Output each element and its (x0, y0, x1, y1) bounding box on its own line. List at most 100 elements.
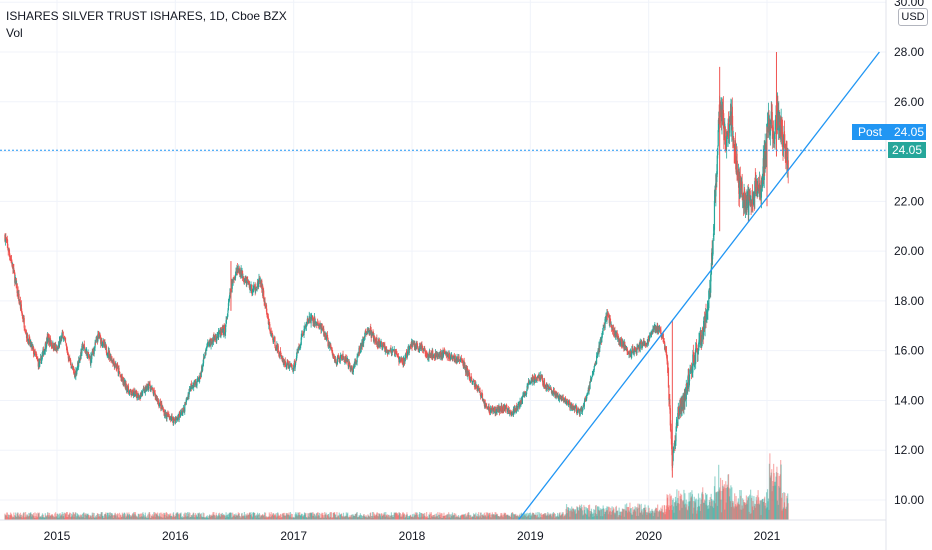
volume-bar (606, 510, 609, 520)
candle-body (534, 377, 537, 381)
volume-bar (62, 514, 64, 520)
candle-body (17, 290, 19, 299)
volume-bar (783, 502, 786, 520)
candle-body (582, 406, 584, 410)
candle-body (673, 445, 675, 448)
volume-bar (418, 514, 420, 520)
volume-bar (750, 489, 752, 520)
candle-body (40, 358, 43, 364)
volume-bar (204, 517, 206, 520)
candle-body (495, 408, 497, 413)
volume-bar (765, 508, 767, 520)
volume-bar (59, 513, 61, 520)
candle-body (432, 355, 434, 357)
volume-bar (336, 512, 338, 520)
volume-bar (306, 517, 308, 520)
volume-bar (563, 517, 565, 520)
volume-bar (512, 517, 514, 520)
volume-bar (203, 517, 206, 520)
volume-bar (640, 512, 642, 520)
volume-bar (316, 516, 318, 520)
volume-bar (34, 517, 37, 520)
volume-bar (683, 489, 685, 520)
volume-bar (429, 512, 431, 520)
volume-bar (280, 514, 282, 520)
candle-body (758, 188, 760, 191)
candle-body (473, 380, 475, 382)
candle-body (299, 345, 301, 349)
volume-bar (145, 517, 147, 520)
volume-bar (265, 516, 267, 520)
candle-body (156, 399, 159, 402)
volume-bar (537, 512, 539, 520)
volume-bar (134, 512, 137, 520)
candle-body (536, 377, 538, 381)
volume-bar (128, 512, 130, 520)
volume-bar (117, 513, 119, 520)
candle-body (622, 343, 624, 346)
volume-bar (614, 512, 616, 520)
volume-bar (354, 513, 356, 520)
candle-body (609, 318, 611, 324)
volume-bar (505, 514, 508, 520)
volume-bar (604, 511, 606, 520)
candle-body (316, 323, 318, 324)
candle-body (488, 409, 491, 413)
candle-body (166, 413, 168, 419)
candle-body (324, 332, 326, 337)
volume-bar (294, 517, 296, 520)
volume-bar (755, 497, 757, 520)
volume-bar (653, 512, 655, 520)
volume-bar (49, 515, 52, 520)
volume-bar (508, 515, 510, 520)
volume-bar (142, 512, 144, 520)
volume-bar (194, 514, 196, 520)
volume-bar (549, 513, 551, 520)
volume-bar (441, 517, 443, 520)
candle-body (406, 353, 408, 357)
volume-bar (272, 512, 274, 520)
volume-bar (395, 512, 397, 520)
candle-body (565, 397, 567, 400)
candle-body (288, 364, 290, 368)
candle-body (335, 359, 337, 363)
candle-body (672, 450, 674, 461)
volume-bar (596, 515, 598, 520)
volume-bar (196, 516, 199, 520)
volume-bar (71, 513, 73, 520)
candle-body (701, 342, 703, 346)
candle-body (504, 408, 507, 410)
volume-bar (13, 512, 15, 520)
volume-bar (737, 498, 740, 520)
candle-body (546, 387, 548, 389)
candle-body (282, 358, 284, 365)
volume-bar (486, 517, 488, 520)
candle-body (292, 370, 294, 372)
candle-body (444, 351, 446, 353)
candle-body (12, 263, 14, 270)
volume-bar (479, 517, 481, 520)
candle-body (540, 375, 542, 379)
volume-bar (419, 512, 422, 520)
candle-body (264, 301, 266, 307)
volume-bar (573, 509, 575, 520)
volume-bar (571, 511, 573, 520)
volume-bar (507, 515, 509, 520)
candle-body (379, 344, 381, 348)
volume-bar (48, 515, 50, 520)
volume-bar (154, 512, 156, 520)
candle-body (279, 351, 282, 353)
candle-body (481, 393, 484, 401)
volume-bar (729, 501, 732, 520)
candle-body (210, 339, 212, 346)
volume-bar (295, 515, 297, 520)
volume-bar (213, 512, 215, 520)
volume-bar (591, 512, 593, 520)
candle-body (680, 403, 682, 415)
volume-bar (636, 507, 638, 520)
candle-body (401, 360, 403, 362)
candle-body (726, 137, 728, 147)
volume-bar (511, 512, 513, 520)
candle-body (325, 334, 327, 340)
